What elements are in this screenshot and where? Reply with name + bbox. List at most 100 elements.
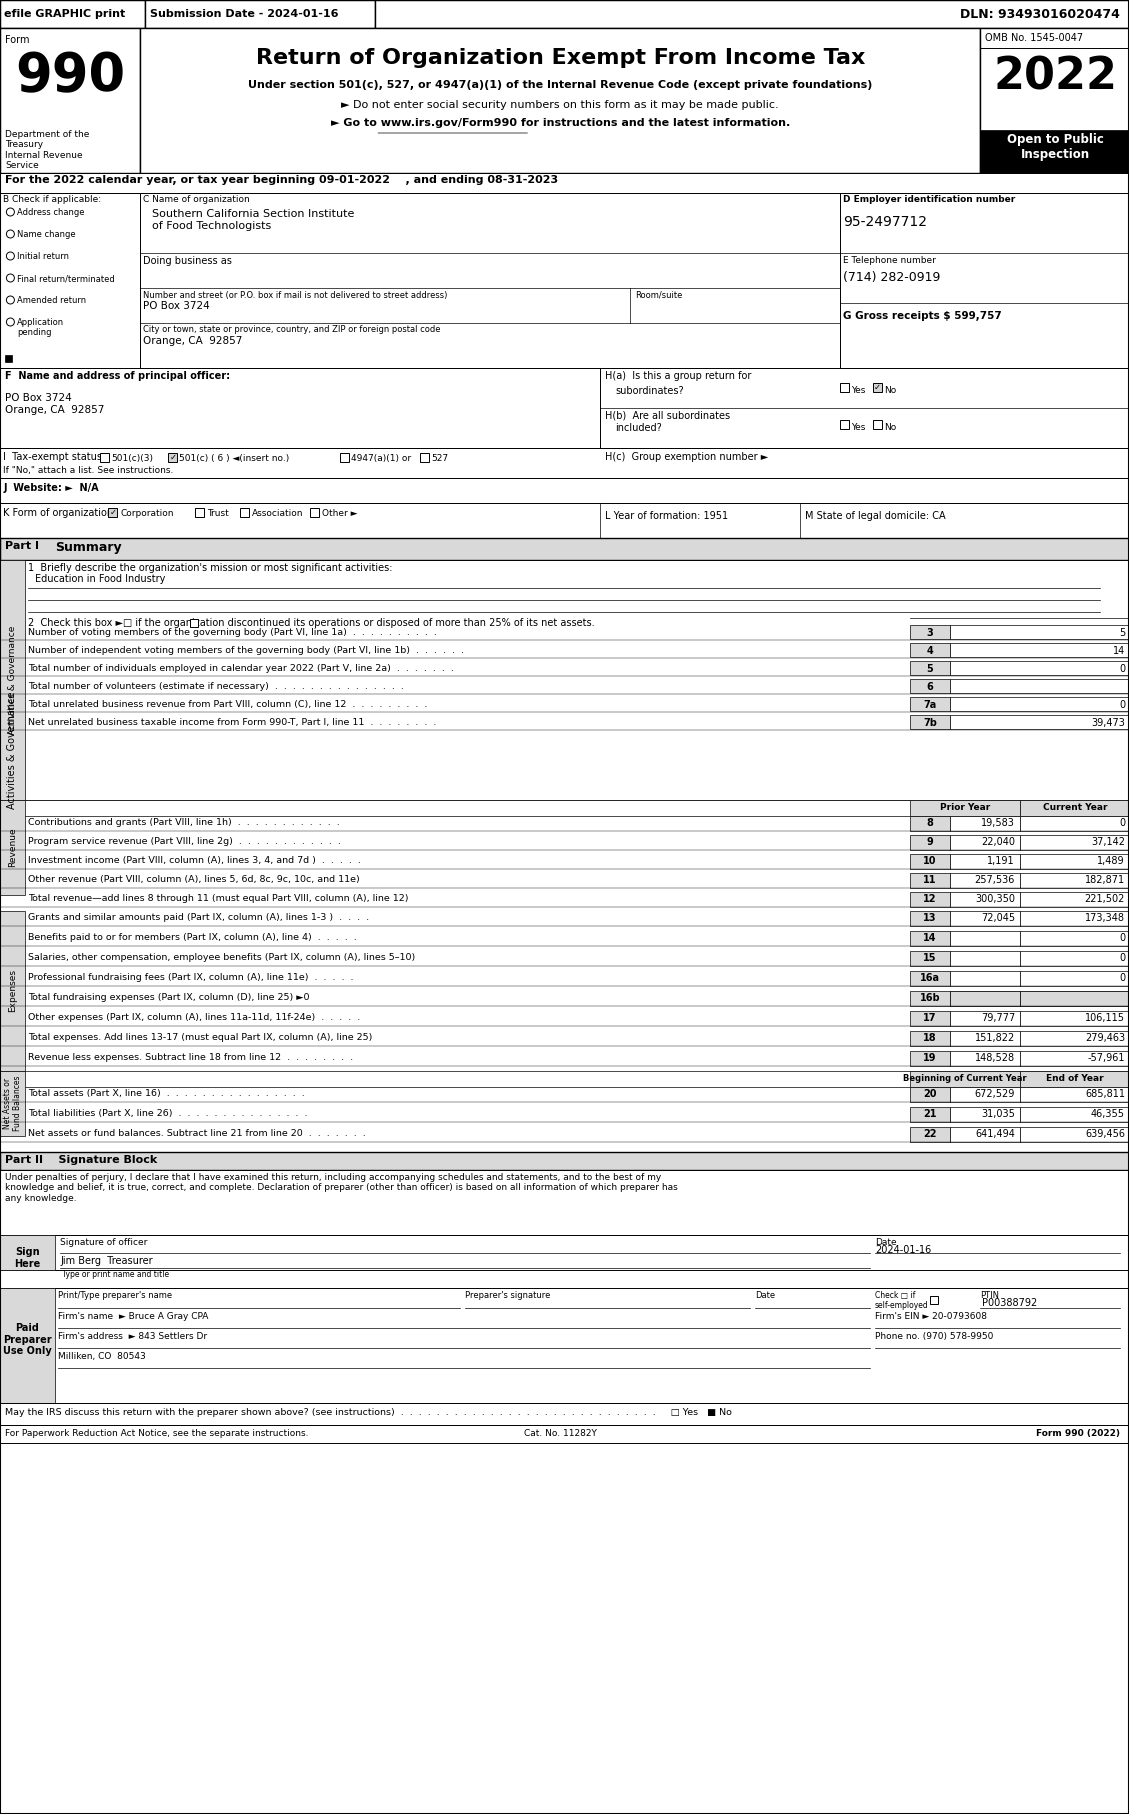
Text: Investment income (Part VIII, column (A), lines 3, 4, and 7d )  .  .  .  .  .: Investment income (Part VIII, column (A)… bbox=[28, 856, 361, 865]
Bar bbox=[0, 479, 1129, 502]
Bar bbox=[0, 172, 1129, 192]
Text: ✓: ✓ bbox=[169, 454, 176, 463]
Text: Current Year: Current Year bbox=[1043, 804, 1108, 813]
Bar bbox=[1019, 1107, 1129, 1123]
Bar bbox=[0, 1288, 55, 1402]
Bar bbox=[910, 1126, 951, 1143]
Text: 1,489: 1,489 bbox=[1097, 856, 1124, 865]
Bar bbox=[910, 626, 951, 639]
Bar bbox=[0, 1070, 25, 1136]
Text: included?: included? bbox=[615, 423, 662, 434]
Text: 10: 10 bbox=[924, 856, 937, 865]
Bar bbox=[930, 1295, 938, 1304]
Text: Program service revenue (Part VIII, line 2g)  .  .  .  .  .  .  .  .  .  .  .  .: Program service revenue (Part VIII, line… bbox=[28, 836, 341, 845]
Bar bbox=[910, 1010, 951, 1027]
Text: Other revenue (Part VIII, column (A), lines 5, 6d, 8c, 9c, 10c, and 11e): Other revenue (Part VIII, column (A), li… bbox=[28, 874, 360, 883]
Text: Submission Date - 2024-01-16: Submission Date - 2024-01-16 bbox=[150, 9, 339, 18]
Text: P00388792: P00388792 bbox=[982, 1299, 1038, 1308]
Bar bbox=[951, 1107, 1019, 1123]
Text: Paid
Preparer
Use Only: Paid Preparer Use Only bbox=[3, 1322, 52, 1357]
Bar bbox=[951, 990, 1019, 1007]
Bar bbox=[873, 421, 882, 428]
Bar bbox=[1019, 911, 1129, 925]
Text: City or town, state or province, country, and ZIP or foreign postal code: City or town, state or province, country… bbox=[143, 325, 440, 334]
Text: H(c)  Group exemption number ►: H(c) Group exemption number ► bbox=[605, 452, 769, 463]
Text: 151,822: 151,822 bbox=[974, 1032, 1015, 1043]
Bar bbox=[951, 931, 1019, 945]
Bar bbox=[0, 1235, 1129, 1270]
Text: 72,045: 72,045 bbox=[981, 912, 1015, 923]
Bar bbox=[951, 911, 1019, 925]
Text: Form 990 (2022): Form 990 (2022) bbox=[1036, 1429, 1120, 1439]
Text: Activities & Governance: Activities & Governance bbox=[8, 691, 17, 809]
Bar bbox=[0, 911, 25, 1070]
Text: 2  Check this box ►□ if the organization discontinued its operations or disposed: 2 Check this box ►□ if the organization … bbox=[28, 619, 595, 628]
Text: 20: 20 bbox=[924, 1088, 937, 1099]
Text: 0: 0 bbox=[1119, 952, 1124, 963]
Text: No: No bbox=[884, 386, 896, 395]
Text: Total number of volunteers (estimate if necessary)  .  .  .  .  .  .  .  .  .  .: Total number of volunteers (estimate if … bbox=[28, 682, 404, 691]
Bar bbox=[910, 1107, 951, 1123]
Text: 501(c)(3): 501(c)(3) bbox=[112, 454, 154, 463]
Bar bbox=[980, 131, 1129, 172]
Bar bbox=[1019, 990, 1129, 1007]
Text: Department of the
Treasury
Internal Revenue
Service: Department of the Treasury Internal Reve… bbox=[6, 131, 90, 171]
Text: (714) 282-0919: (714) 282-0919 bbox=[843, 270, 940, 285]
Text: H(b)  Are all subordinates: H(b) Are all subordinates bbox=[605, 412, 730, 421]
Bar bbox=[1019, 990, 1129, 1007]
Text: Other ►: Other ► bbox=[322, 510, 358, 519]
Bar bbox=[0, 448, 1129, 479]
Text: Open to Public
Inspection: Open to Public Inspection bbox=[1007, 132, 1103, 161]
Text: 79,777: 79,777 bbox=[981, 1012, 1015, 1023]
Bar bbox=[910, 854, 951, 869]
Text: 4947(a)(1) or: 4947(a)(1) or bbox=[351, 454, 411, 463]
Text: L Year of formation: 1951: L Year of formation: 1951 bbox=[605, 512, 728, 521]
Bar bbox=[910, 951, 951, 967]
Text: 22: 22 bbox=[924, 1128, 937, 1139]
Text: Net Assets or
Fund Balances: Net Assets or Fund Balances bbox=[2, 1076, 23, 1130]
Bar bbox=[310, 508, 320, 517]
Text: Revenue: Revenue bbox=[8, 827, 17, 867]
Bar bbox=[1019, 892, 1129, 907]
Text: 4: 4 bbox=[927, 646, 934, 657]
Bar bbox=[910, 1070, 1019, 1087]
Text: Signature of officer: Signature of officer bbox=[60, 1237, 148, 1246]
Bar bbox=[873, 383, 882, 392]
Bar bbox=[0, 1402, 1129, 1426]
Text: Name change: Name change bbox=[17, 230, 76, 239]
Text: Beginning of Current Year: Beginning of Current Year bbox=[903, 1074, 1027, 1083]
Text: 22,040: 22,040 bbox=[981, 836, 1015, 847]
Text: OMB No. 1545-0047: OMB No. 1545-0047 bbox=[984, 33, 1083, 44]
Bar bbox=[910, 1030, 951, 1047]
Bar bbox=[240, 508, 250, 517]
Text: ✓: ✓ bbox=[874, 383, 881, 392]
Bar bbox=[910, 800, 1019, 816]
Text: 11: 11 bbox=[924, 874, 937, 885]
Text: 0: 0 bbox=[1119, 818, 1124, 827]
Text: Corporation: Corporation bbox=[121, 510, 174, 519]
Bar bbox=[951, 1087, 1019, 1101]
Bar bbox=[910, 970, 951, 987]
Text: Form: Form bbox=[6, 34, 29, 45]
Text: Sign
Here: Sign Here bbox=[15, 1246, 41, 1268]
Text: 6: 6 bbox=[927, 682, 934, 691]
Text: Room/suite: Room/suite bbox=[636, 290, 683, 299]
Bar bbox=[1019, 951, 1129, 967]
Text: 2024-01-16: 2024-01-16 bbox=[875, 1244, 931, 1255]
Bar bbox=[6, 356, 12, 363]
Bar bbox=[1019, 931, 1129, 945]
Text: Southern California Section Institute
of Food Technologists: Southern California Section Institute of… bbox=[152, 209, 355, 230]
Text: May the IRS discuss this return with the preparer shown above? (see instructions: May the IRS discuss this return with the… bbox=[6, 1408, 733, 1417]
Bar bbox=[980, 27, 1129, 172]
Bar bbox=[420, 454, 429, 463]
Text: 0: 0 bbox=[1119, 700, 1124, 709]
Bar bbox=[910, 660, 951, 675]
Text: M State of legal domicile: CA: M State of legal domicile: CA bbox=[805, 512, 946, 521]
Text: 16b: 16b bbox=[920, 992, 940, 1003]
Text: 46,355: 46,355 bbox=[1091, 1108, 1124, 1119]
Text: Net assets or fund balances. Subtract line 21 from line 20  .  .  .  .  .  .  .: Net assets or fund balances. Subtract li… bbox=[28, 1128, 366, 1137]
Bar bbox=[951, 715, 1129, 729]
Text: 14: 14 bbox=[924, 932, 937, 943]
Text: Firm's name  ► Bruce A Gray CPA: Firm's name ► Bruce A Gray CPA bbox=[59, 1312, 209, 1321]
Bar bbox=[910, 697, 951, 711]
